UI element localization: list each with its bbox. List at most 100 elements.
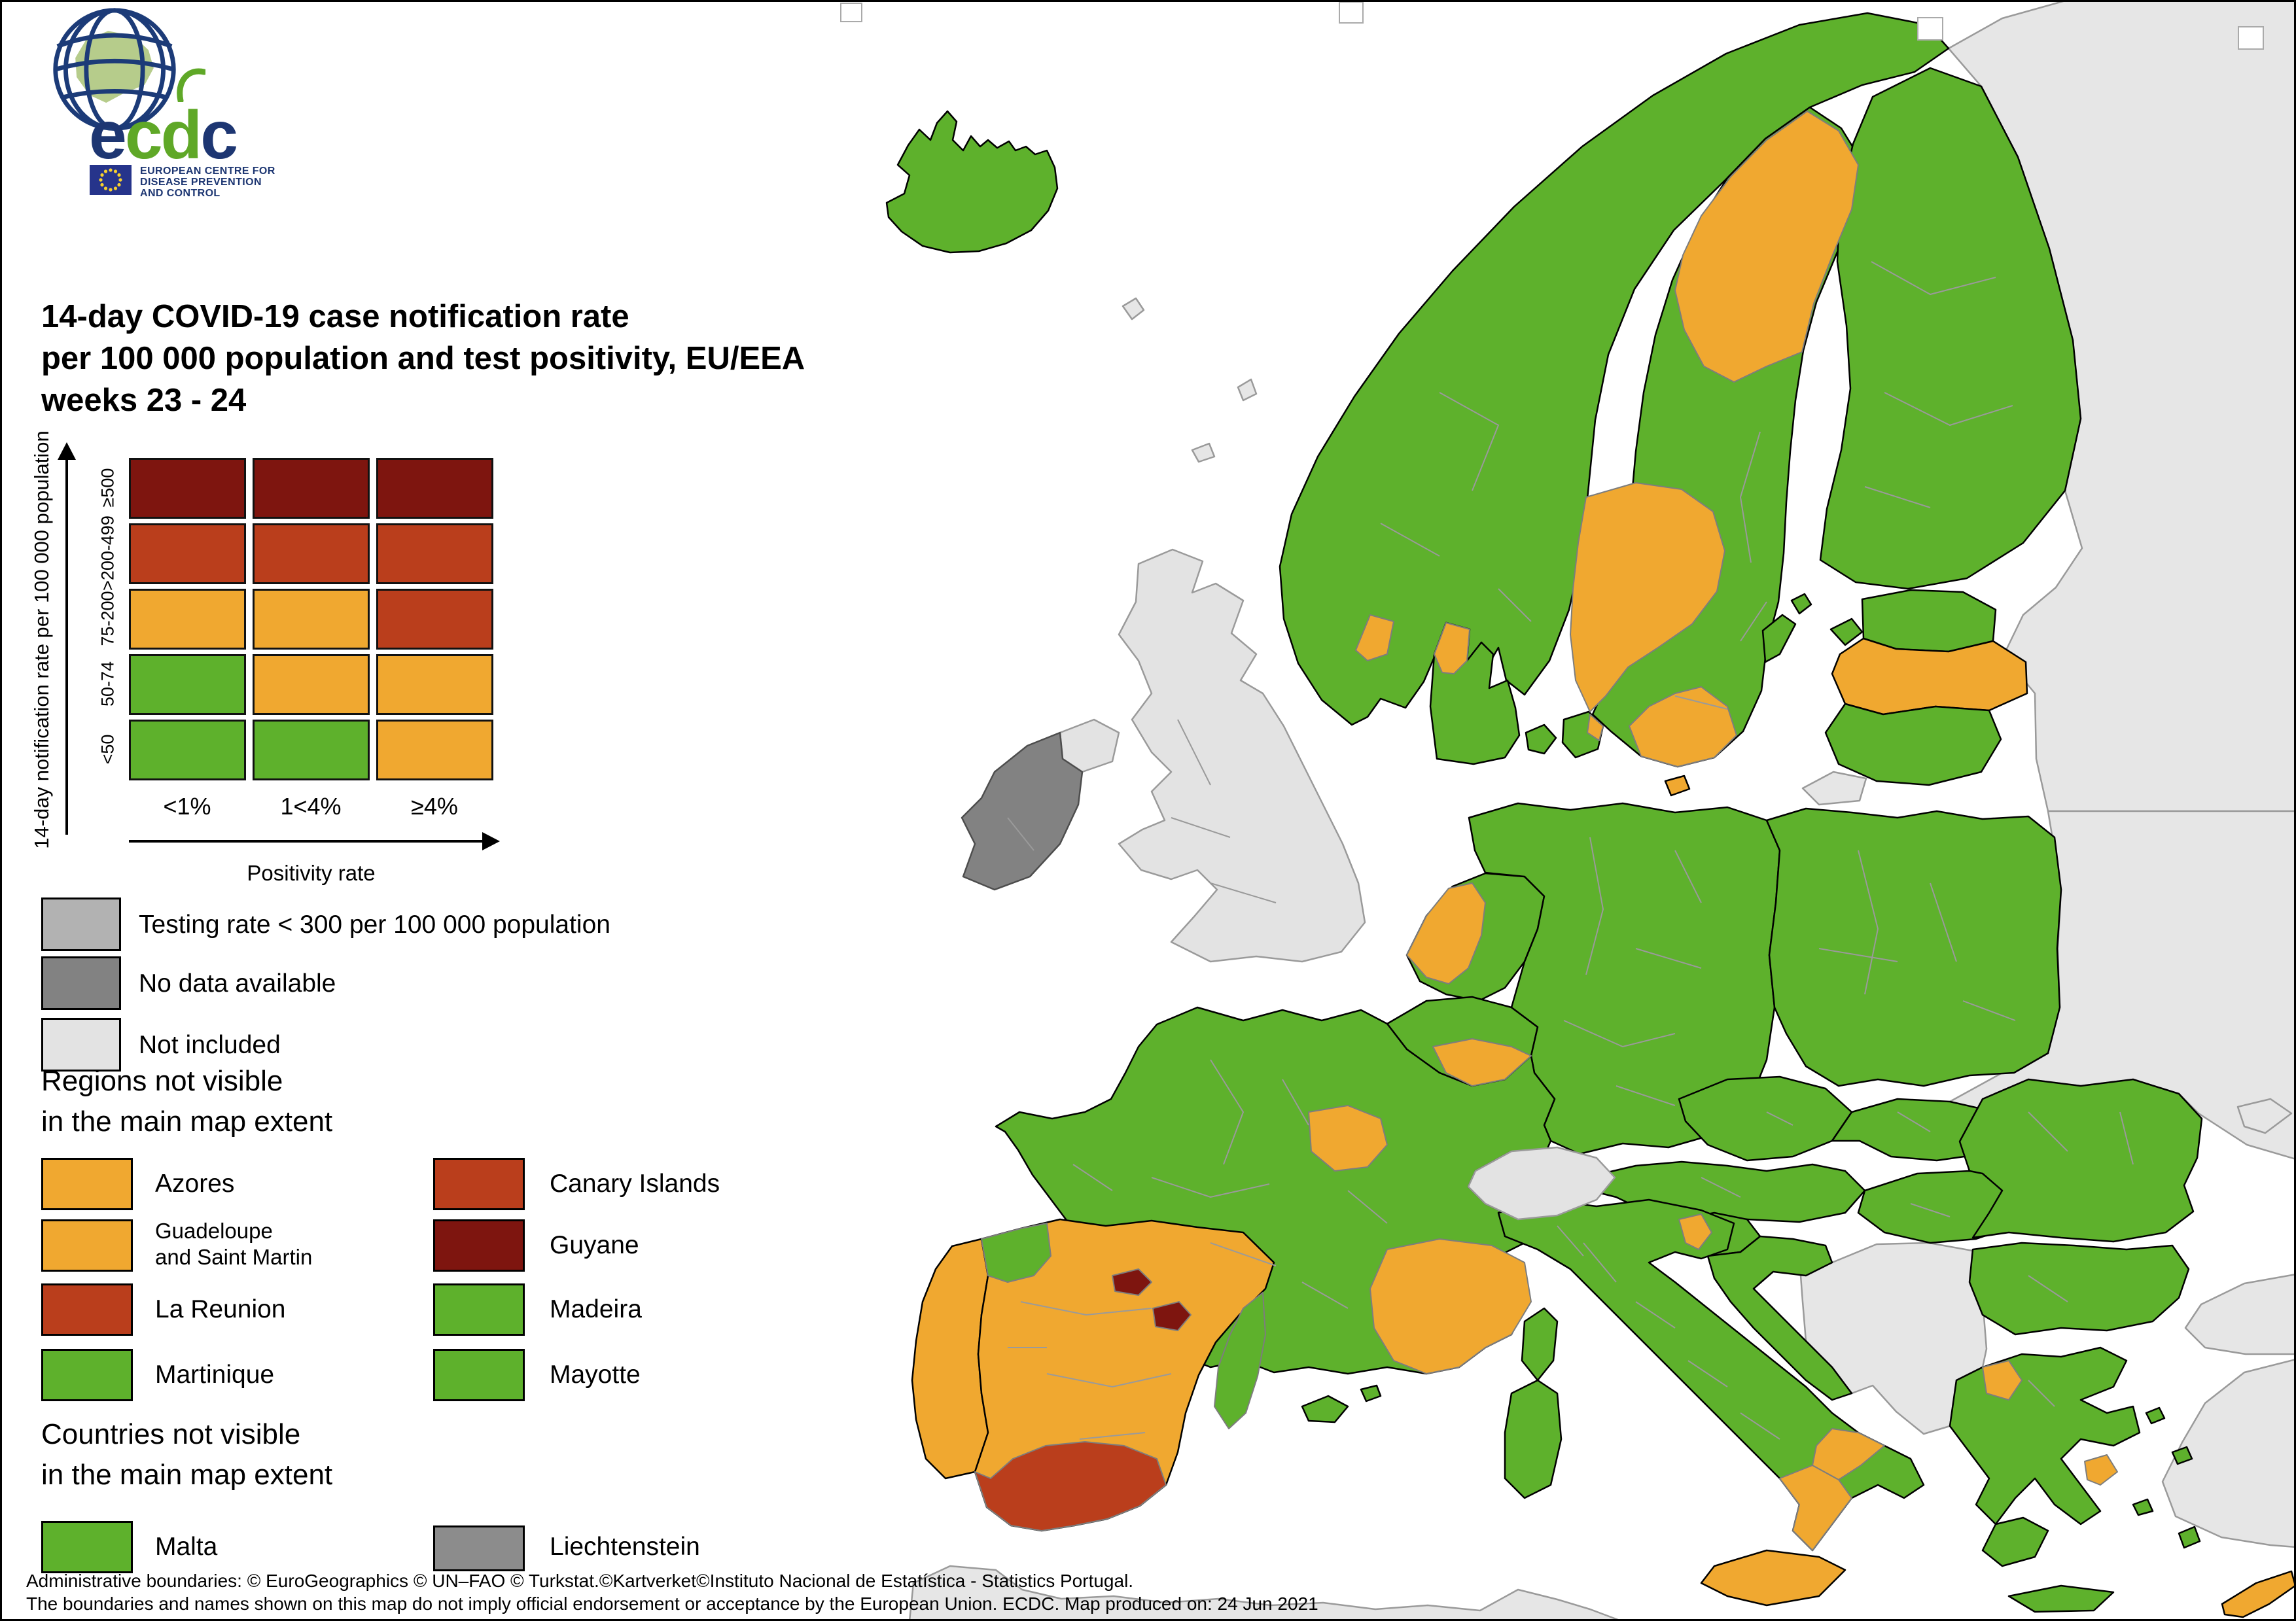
country-iceland	[885, 110, 1059, 254]
wordmark-part: e	[89, 97, 127, 173]
legend-swatch-martinique	[41, 1349, 133, 1401]
y-axis-arrowhead-icon	[58, 442, 76, 460]
matrix-col-label-0: <1%	[163, 793, 211, 820]
island-bornholm	[1664, 775, 1691, 797]
legend-swatch-testing-rate	[41, 898, 121, 951]
region-faroe-islands	[1122, 297, 1145, 321]
matrix-cell-r4c1	[253, 720, 370, 780]
matrix-col-label-2: ≥4%	[411, 793, 458, 820]
title-line-2: per 100 000 population and test positivi…	[41, 341, 805, 376]
title-line-1: 14-day COVID-19 case notification rate	[41, 299, 629, 334]
legend-label-mayotte: Mayotte	[550, 1361, 641, 1389]
island-funen	[1525, 723, 1557, 755]
x-axis-arrowhead-icon	[482, 832, 500, 850]
region-norway-southwest	[1355, 614, 1394, 661]
country-greece	[1949, 1346, 2141, 1525]
island-aegean-2	[2171, 1446, 2193, 1465]
matrix-cell-r2c2	[376, 589, 493, 650]
matrix-cell-r0c1	[253, 458, 370, 519]
region-north-africa	[908, 1565, 1623, 1621]
country-finland	[1819, 67, 2082, 590]
region-turkey-thrace	[2184, 1273, 2296, 1355]
legend-label-testing-rate: Testing rate < 300 per 100 000 populatio…	[139, 911, 610, 939]
y-axis-label: 14-day notification rate per 100 000 pop…	[30, 430, 53, 849]
region-la-rioja	[1112, 1268, 1152, 1296]
country-cyprus	[2221, 1570, 2296, 1618]
org-line: AND CONTROL	[140, 188, 221, 199]
legend-swatch-azores	[41, 1158, 133, 1210]
map-tick-box	[840, 3, 862, 22]
country-bulgaria	[1968, 1242, 2190, 1336]
island-mallorca	[1301, 1395, 1349, 1423]
island-gotland	[1761, 614, 1797, 663]
legend-swatch-malta	[41, 1521, 133, 1573]
region-crimea	[2236, 1098, 2293, 1134]
matrix-cell-r3c0	[129, 654, 246, 715]
region-slovenia-west	[1678, 1213, 1712, 1250]
country-czechia	[1678, 1075, 1853, 1162]
legend-label-malta: Malta	[155, 1533, 218, 1561]
country-estonia	[1861, 589, 1997, 653]
country-romania	[1958, 1078, 2203, 1243]
region-auvergne-rhone-alpes	[1369, 1238, 1532, 1374]
legend-label-martinique: Martinique	[155, 1361, 275, 1389]
matrix-cell-r0c0	[129, 458, 246, 519]
matrix-cell-r4c0	[129, 720, 246, 780]
ecdc-org-name: EUROPEAN CENTRE FOR DISEASE PREVENTION A…	[140, 166, 275, 199]
region-sweden-south	[1629, 686, 1737, 767]
matrix-cell-r1c2	[376, 523, 493, 584]
title-line-3: weeks 23 - 24	[41, 383, 247, 418]
map-tick-box	[1339, 1, 1364, 24]
legend-label-not-included: Not included	[139, 1031, 281, 1059]
island-sardinia	[1504, 1379, 1563, 1499]
country-lithuania	[1824, 703, 2002, 786]
ecdc-wordmark: ecdc	[89, 97, 238, 175]
legend-swatch-guyane	[433, 1219, 525, 1272]
legend-swatch-not-included	[41, 1018, 121, 1072]
legend-label-guadeloupe: Guadeloupe and Saint Martin	[155, 1218, 312, 1270]
island-aegean-1	[2145, 1406, 2166, 1425]
country-germany	[1468, 802, 1781, 1155]
region-turkey-anatolia	[2161, 1358, 2296, 1548]
legend-swatch-madeira	[433, 1283, 525, 1336]
legend-swatch-guadeloupe	[41, 1219, 133, 1272]
island-crete	[2007, 1584, 2115, 1613]
island-sicily	[1700, 1549, 1846, 1607]
legend-swatch-mayotte	[433, 1349, 525, 1401]
legend-label-no-data: No data available	[139, 969, 336, 998]
countries-heading-line-2: in the main map extent	[41, 1459, 333, 1491]
country-united-kingdom	[1118, 548, 1366, 963]
island-aland	[1790, 593, 1812, 615]
legend-label-liechtenstein: Liechtenstein	[550, 1533, 700, 1561]
matrix-cell-r1c1	[253, 523, 370, 584]
island-saaremaa	[1829, 618, 1863, 646]
region-netherlands-west	[1406, 882, 1486, 985]
country-switzerland	[1467, 1146, 1616, 1221]
country-latvia	[1831, 637, 2028, 716]
wordmark-part: cd	[124, 97, 202, 173]
regions-heading-line-1: Regions not visible	[41, 1065, 283, 1097]
x-axis-label: Positivity rate	[247, 861, 376, 885]
legend-swatch-canary-islands	[433, 1158, 525, 1210]
legend-label-madeira: Madeira	[550, 1295, 642, 1323]
legend-label-la-reunion: La Reunion	[155, 1295, 286, 1323]
matrix-cell-r2c0	[129, 589, 246, 650]
region-kaliningrad	[1801, 771, 1867, 806]
sprout-icon	[177, 68, 205, 102]
org-line: DISEASE PREVENTION	[140, 177, 262, 188]
legend-swatch-liechtenstein	[433, 1525, 525, 1571]
regions-heading-line-2: in the main map extent	[41, 1106, 333, 1138]
region-galicia	[981, 1223, 1051, 1283]
footer-attribution-line-2: The boundaries and names shown on this m…	[26, 1594, 1318, 1614]
matrix-cell-r4c2	[376, 720, 493, 780]
island-menorca	[1360, 1384, 1382, 1403]
matrix-row-label-4: <50	[97, 734, 118, 765]
y-axis-line	[65, 459, 68, 835]
map-tick-box	[2238, 26, 2264, 50]
footer-attribution-line-1: Administrative boundaries: © EuroGeograp…	[26, 1571, 1134, 1591]
guadeloupe-line-2: and Saint Martin	[155, 1245, 313, 1269]
country-poland	[1765, 807, 2062, 1087]
x-axis-line	[129, 840, 482, 843]
internal-region-borders	[1007, 261, 2134, 1440]
island-corsica	[1521, 1307, 1559, 1382]
